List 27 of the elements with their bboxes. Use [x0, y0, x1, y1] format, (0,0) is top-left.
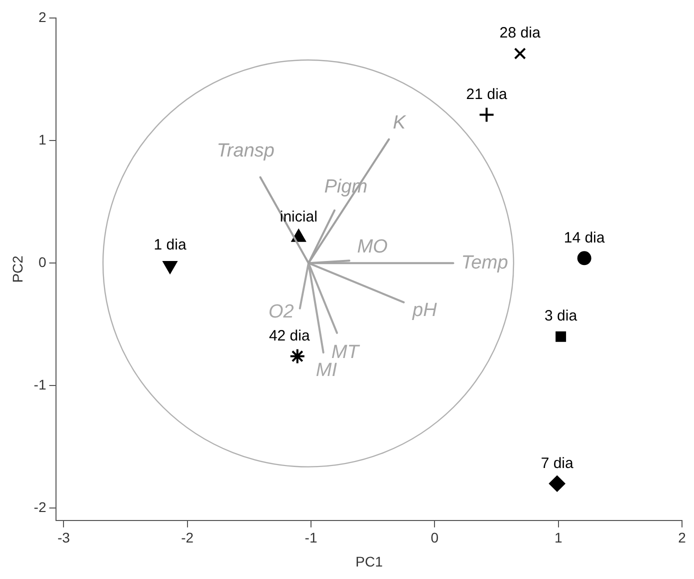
series-label: 3 dia	[544, 308, 578, 325]
series-label: inicial	[280, 208, 318, 226]
x-tick-label: 1	[554, 530, 562, 546]
series-label: 21 dia	[466, 86, 508, 103]
series-label: 28 dia	[500, 24, 542, 42]
x-tick-label: -2	[181, 530, 194, 546]
series-label: Temp	[461, 252, 508, 274]
series-label: 1 dia	[154, 236, 187, 254]
y-tick-label: 2	[38, 8, 46, 25]
series-label: Transp	[216, 140, 274, 162]
series-label: O2	[268, 302, 294, 323]
y-tick-label: 0	[38, 254, 46, 270]
y-tick-label: -2	[34, 499, 46, 516]
x-axis-title: PC1	[356, 553, 383, 570]
x-tick-label: 2	[678, 530, 686, 546]
series-label: K	[392, 112, 407, 134]
y-axis-title: PC2	[9, 255, 26, 283]
x-tick-label: 0	[430, 530, 439, 546]
y-tick-label: -1	[34, 376, 46, 392]
series-label: pH	[412, 300, 438, 322]
series-label: MO	[357, 236, 388, 258]
x-tick-label: -3	[57, 530, 70, 546]
series-label: 7 dia	[540, 454, 574, 472]
series-label: 14 dia	[564, 229, 606, 246]
y-tick-label: 1	[38, 131, 46, 148]
x-tick-label: -1	[304, 530, 318, 546]
series-label: 42 dia	[268, 327, 310, 344]
